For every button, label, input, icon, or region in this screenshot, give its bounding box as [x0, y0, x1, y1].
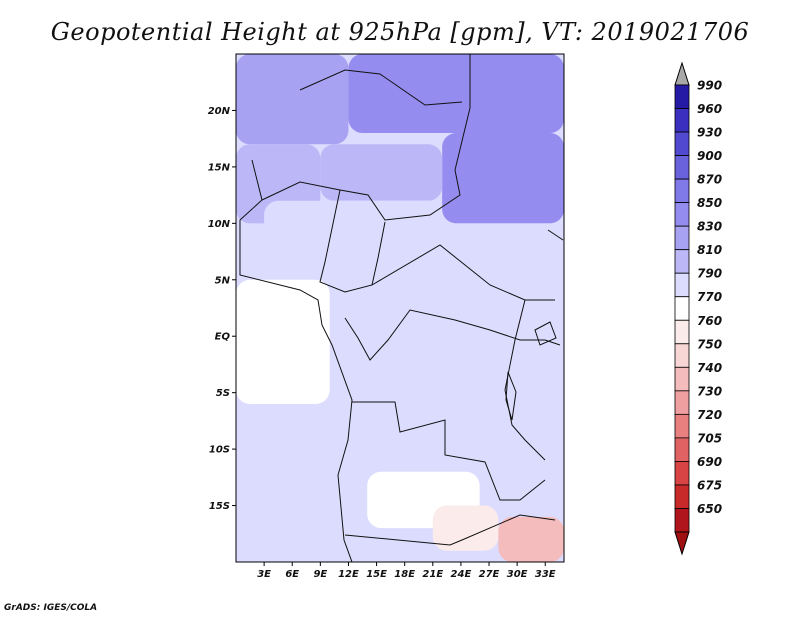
colorbar-label-1: 675: [697, 478, 722, 492]
field-region-0: [348, 54, 564, 134]
field-region-1: [442, 133, 564, 224]
y-tick-label-1: 15N: [208, 162, 231, 173]
y-tick-label-6: 10S: [209, 445, 230, 456]
border-sahel: [261, 54, 471, 221]
colorbar-label-8: 760: [697, 314, 722, 328]
colorbar-segment-4: [674, 413, 690, 439]
x-tick-label-0: 3E: [257, 569, 271, 580]
y-tick-label-5: 5S: [216, 388, 230, 399]
chart-title: Geopotential Height at 925hPa [gpm], VT:…: [50, 18, 750, 46]
colorbar-label-6: 740: [697, 361, 722, 375]
colorbar-label-5: 730: [697, 384, 722, 398]
colorbar-label-9: 770: [697, 290, 722, 304]
colorbar-label-3: 705: [697, 431, 722, 445]
grads-credit: GrADS: IGES/COLA: [4, 603, 98, 613]
colorbar-label-18: 990: [697, 79, 722, 93]
x-tick-label-6: 21E: [422, 569, 443, 580]
colorbar-segment-0: [674, 508, 690, 533]
x-tick-label-9: 30E: [507, 569, 528, 580]
border-central: [319, 189, 555, 301]
x-tick-label-7: 24E: [451, 569, 472, 580]
field-region-5: [264, 200, 443, 292]
colorbar-label-10: 790: [697, 267, 722, 281]
map-frame: [235, 53, 565, 563]
y-tick-label-2: 10N: [208, 219, 231, 230]
colorbar-segment-5: [674, 390, 690, 415]
colorbar-label-14: 870: [697, 173, 722, 187]
colorbar-below-triangle: [674, 531, 690, 556]
colorbar-label-11: 810: [697, 243, 722, 257]
colorbar-label-2: 690: [697, 455, 722, 469]
y-tick-label-0: 20N: [208, 106, 231, 117]
colorbar-label-12: 830: [697, 220, 722, 234]
border-north: [299, 69, 463, 106]
border-congo: [344, 309, 545, 361]
colorbar-segment-9: [674, 296, 690, 321]
colorbar-segment-18: [674, 84, 690, 109]
colorbar-segment-3: [674, 437, 690, 462]
colorbar-segment-12: [674, 225, 690, 251]
field-region-13: [498, 516, 564, 562]
colorbar-label-13: 850: [697, 196, 722, 210]
field-region-4: [320, 144, 443, 201]
colorbar-label-0: 650: [697, 502, 722, 516]
field-region-2: [236, 54, 349, 145]
coastline-west: [239, 159, 353, 562]
colorbar-segment-11: [674, 249, 690, 274]
country-borders: [239, 54, 564, 562]
field-region-7: [236, 279, 330, 404]
colorbar-segment-13: [674, 202, 690, 227]
colorbar-label-4: 720: [697, 408, 722, 422]
lake-outline: [505, 321, 557, 421]
y-tick-label-7: 15S: [209, 501, 230, 512]
colorbar-segment-2: [674, 461, 690, 486]
y-tick-label-3: 5N: [215, 275, 231, 286]
x-tick-label-3: 12E: [338, 569, 359, 580]
x-tick-label-1: 6E: [285, 569, 299, 580]
field-region-6: [442, 223, 564, 325]
x-axis: 3E 6E 9E 12E 15E 18E 21E 24E 27E 30E 33E: [257, 562, 556, 580]
colorbar-label-17: 960: [697, 102, 722, 116]
x-tick-label-10: 33E: [535, 569, 556, 580]
colorbar: 990 960 930 900 870 850 830 810 790 770 760 750 740 7…: [674, 61, 722, 556]
colorbar-label-16: 930: [697, 126, 722, 140]
x-tick-label-4: 15E: [366, 569, 387, 580]
field-region-12: [432, 505, 499, 551]
colorbar-above-triangle: [674, 61, 690, 86]
colorbar-segment-14: [674, 178, 690, 204]
colorbar-segment-8: [674, 319, 690, 345]
colorbar-segment-7: [674, 343, 690, 368]
y-axis: 20N 15N 10N 5N EQ 5S 10S 15S: [208, 106, 236, 512]
x-tick-label-5: 18E: [394, 569, 415, 580]
colorbar-segment-10: [674, 272, 690, 298]
colorbar-segment-1: [674, 484, 690, 509]
field-region-8: [236, 403, 358, 562]
field-region-9: [357, 313, 461, 472]
geopotential-field: [236, 54, 564, 562]
colorbar-segment-16: [674, 131, 690, 156]
border-south: [344, 401, 556, 546]
x-tick-label-2: 9E: [313, 569, 327, 580]
colorbar-segment-17: [674, 108, 690, 133]
colorbar-label-7: 750: [697, 337, 722, 351]
field-region-10: [460, 324, 564, 517]
x-tick-label-8: 27E: [479, 569, 500, 580]
colorbar-label-15: 900: [697, 149, 722, 163]
colorbar-segment-15: [674, 155, 690, 180]
colorbar-segment-6: [674, 366, 690, 392]
y-tick-label-4: EQ: [215, 332, 231, 343]
